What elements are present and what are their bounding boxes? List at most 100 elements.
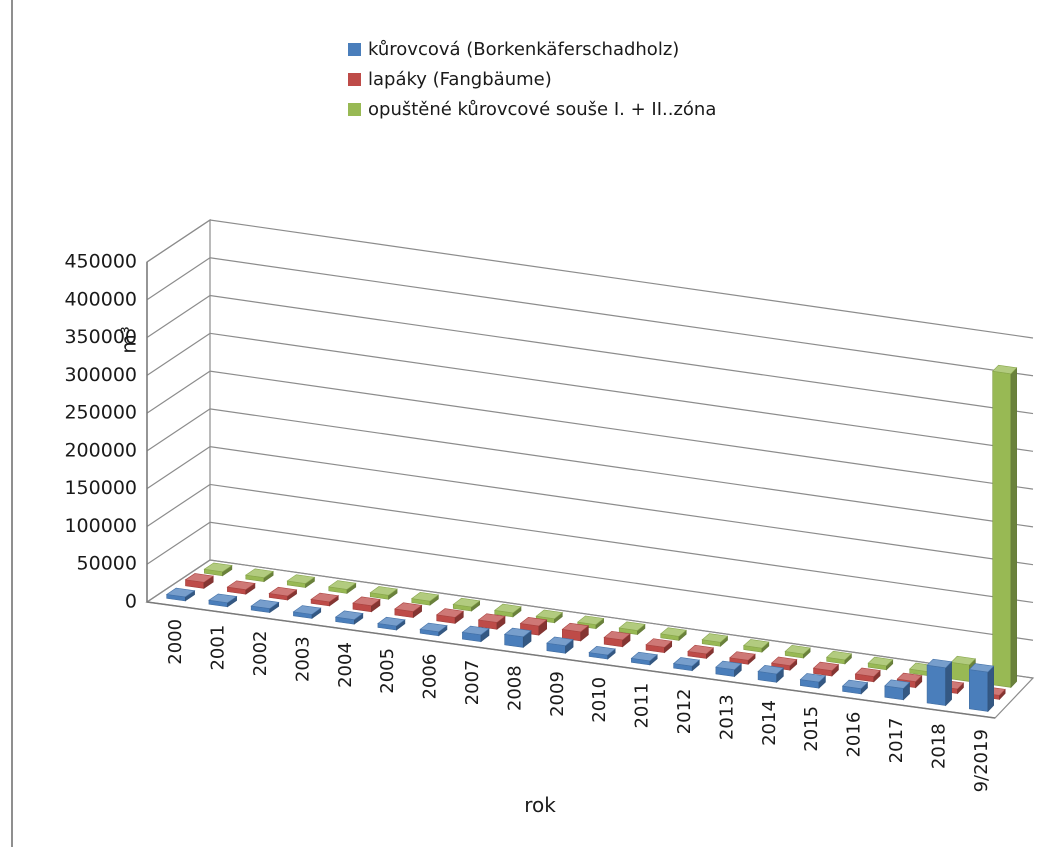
gridline: [146, 370, 1034, 490]
bar: [503, 627, 532, 649]
y-tick-label: 350000: [64, 326, 137, 348]
x-tick-label: 2006: [420, 654, 441, 700]
bar-front: [926, 664, 946, 706]
bar: [268, 586, 298, 601]
bar: [561, 622, 590, 642]
bar-top: [992, 364, 1018, 375]
bar-top: [561, 622, 590, 633]
x-tick-label: 2015: [801, 706, 822, 752]
x-tick-label: 2000: [165, 619, 186, 665]
y-tick-label: 100000: [64, 515, 137, 537]
chart-walls: [145, 218, 1035, 719]
bar-top: [250, 599, 280, 609]
axes: [146, 262, 996, 719]
gridline: [146, 332, 1034, 452]
bar: [672, 657, 700, 672]
bar: [250, 599, 280, 614]
bar: [812, 661, 840, 677]
bar-top: [369, 586, 398, 596]
gridline: [146, 219, 1034, 339]
gridline: [146, 257, 1034, 377]
bar-top: [184, 573, 215, 583]
bar-top: [660, 627, 687, 637]
bar-top: [854, 667, 881, 677]
bar: [292, 605, 322, 619]
bar: [286, 574, 316, 589]
bar: [546, 636, 574, 654]
bar: [884, 679, 911, 701]
y-tick-label: 450000: [64, 251, 137, 273]
bar-top: [226, 580, 256, 590]
legend-swatch: [348, 103, 361, 116]
bar: [926, 658, 953, 707]
bar-top: [546, 636, 574, 647]
gridline: [146, 446, 1034, 566]
bar-top: [687, 644, 715, 655]
bar-top: [165, 587, 196, 598]
bar: [841, 679, 869, 695]
bar: [435, 608, 465, 625]
bar: [208, 593, 238, 608]
x-tick-label: 2011: [632, 683, 653, 729]
bar-top: [630, 651, 658, 662]
bar-front: [950, 661, 970, 682]
bar-top: [203, 562, 233, 573]
bar: [687, 644, 715, 660]
bar: [660, 627, 687, 642]
bar: [310, 592, 340, 607]
legend-swatch: [348, 43, 361, 56]
bar-top: [519, 616, 548, 627]
bar: [226, 580, 256, 595]
bar-top: [352, 596, 381, 606]
bar: [618, 621, 646, 636]
x-tick-label: 2009: [547, 671, 568, 717]
gridline: [146, 559, 1034, 679]
bar-top: [799, 673, 827, 683]
bar-top: [493, 603, 522, 614]
legend-label: opuštěné kůrovcové souše I. + II..zóna: [368, 99, 716, 120]
bar-front: [992, 370, 1012, 688]
bar-front: [969, 669, 989, 712]
x-tick-label: 2010: [589, 677, 610, 723]
legend-label: kůrovcová (Borkenkäferschadholz): [368, 39, 679, 60]
bar-top: [968, 663, 995, 673]
x-tick-label: 2001: [208, 625, 229, 671]
bar: [184, 573, 215, 589]
bar: [645, 638, 673, 654]
gridline: [146, 521, 1034, 641]
x-tick-label: 2002: [250, 631, 271, 677]
bar-side: [945, 661, 952, 707]
bar-top: [452, 597, 481, 608]
bar: [757, 665, 785, 683]
y-tick-labels: 0 50000 100000 150000 200000 250000 300000 3500…: [64, 251, 137, 613]
bar: [603, 630, 631, 648]
x-tick-label: 2004: [335, 642, 356, 688]
bar-top: [757, 665, 785, 675]
y-axis-label: m³: [117, 326, 141, 354]
bar-top: [503, 627, 532, 638]
bar-top: [394, 602, 423, 612]
bar: [394, 602, 423, 619]
bar-top: [826, 650, 853, 661]
bar: [588, 646, 616, 660]
bar: [419, 622, 448, 637]
bar-top: [588, 646, 616, 656]
bar-top: [729, 651, 756, 661]
legend: kůrovcová (Borkenkäferschadholz) lapáky (…: [348, 39, 716, 120]
bar: [729, 651, 756, 665]
gridline: [146, 294, 1034, 415]
y-tick-label: 150000: [64, 477, 137, 499]
bar-top: [715, 660, 743, 671]
bar-top: [334, 610, 364, 620]
bar-top: [327, 580, 357, 590]
bar-top: [603, 630, 631, 641]
legend-item: lapáky (Fangbäume): [348, 69, 552, 90]
bar: [867, 656, 894, 671]
bar: [461, 625, 490, 643]
bar: [535, 609, 564, 624]
bar-top: [310, 592, 340, 603]
bar-top: [926, 658, 953, 669]
bar: [701, 633, 729, 647]
bar: [377, 616, 406, 631]
y-tick-label: 200000: [64, 439, 137, 461]
